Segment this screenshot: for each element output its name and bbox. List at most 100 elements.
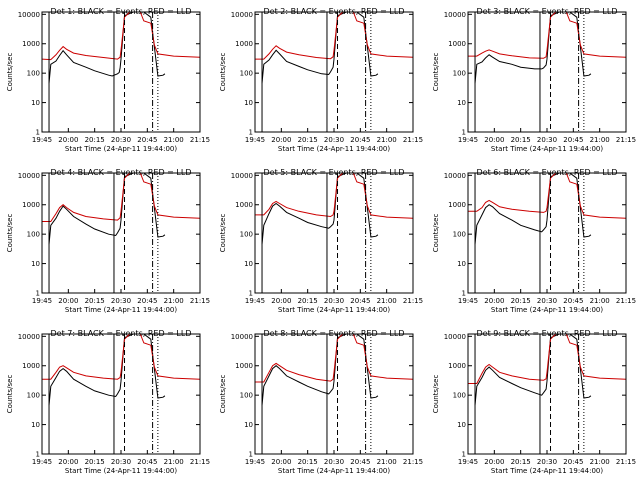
x-tick-label: 21:15 <box>190 136 210 144</box>
x-tick-label: 21:15 <box>190 458 210 466</box>
y-tick-label: 10000 <box>231 11 253 19</box>
x-tick-label: 20:30 <box>537 458 557 466</box>
x-axis-label: Start Time (24-Apr-11 19:44:00) <box>491 306 603 314</box>
y-axis-label: Counts/sec <box>219 375 227 414</box>
x-tick-label: 20:00 <box>58 458 78 466</box>
x-tick-label: 20:15 <box>511 136 531 144</box>
x-tick-label: 21:00 <box>377 297 397 305</box>
lld-series-line <box>468 11 627 59</box>
x-tick-label: 21:00 <box>590 136 610 144</box>
x-tick-label: 19:45 <box>245 136 265 144</box>
y-tick-label: 100 <box>27 70 40 78</box>
lld-series-line <box>42 333 201 380</box>
y-tick-label: 10000 <box>444 11 466 19</box>
y-tick-label: 10 <box>244 260 253 268</box>
y-tick-label: 10000 <box>18 11 40 19</box>
detector-panel-7: Det 7: BLACK = Events, RED = LLD11010010… <box>6 329 210 475</box>
x-tick-label: 20:15 <box>298 297 318 305</box>
x-tick-label: 21:15 <box>403 136 423 144</box>
x-tick-label: 20:45 <box>350 458 370 466</box>
y-tick-label: 10 <box>457 421 466 429</box>
x-axis-label: Start Time (24-Apr-11 19:44:00) <box>278 145 390 153</box>
x-tick-label: 20:30 <box>537 297 557 305</box>
y-tick-label: 1 <box>462 451 466 459</box>
y-tick-label: 10000 <box>231 333 253 341</box>
x-tick-label: 20:00 <box>484 458 504 466</box>
x-tick-label: 20:45 <box>137 136 157 144</box>
x-tick-label: 21:00 <box>377 458 397 466</box>
events-series-line <box>474 11 592 84</box>
x-tick-label: 20:30 <box>537 136 557 144</box>
events-series-line <box>48 11 166 84</box>
x-tick-label: 20:45 <box>350 297 370 305</box>
x-tick-label: 20:15 <box>298 458 318 466</box>
plot-frame <box>467 333 627 455</box>
lld-series-line <box>255 333 414 383</box>
x-tick-label: 21:00 <box>590 458 610 466</box>
y-axis-label: Counts/sec <box>432 214 440 253</box>
x-tick-label: 21:15 <box>403 297 423 305</box>
x-tick-label: 20:00 <box>271 297 291 305</box>
y-axis-label: Counts/sec <box>6 375 14 414</box>
x-axis-label: Start Time (24-Apr-11 19:44:00) <box>278 467 390 475</box>
x-tick-label: 20:45 <box>563 458 583 466</box>
x-tick-label: 21:15 <box>616 458 636 466</box>
lld-series-line <box>468 333 627 384</box>
x-tick-label: 19:45 <box>245 297 265 305</box>
y-tick-label: 10000 <box>18 333 40 341</box>
x-tick-label: 20:45 <box>350 136 370 144</box>
y-tick-label: 1 <box>249 451 253 459</box>
y-tick-label: 1000 <box>448 40 466 48</box>
lld-series-line <box>42 172 201 222</box>
x-tick-label: 20:00 <box>484 136 504 144</box>
y-axis-label: Counts/sec <box>432 375 440 414</box>
y-tick-label: 10000 <box>444 333 466 341</box>
x-tick-label: 21:15 <box>616 297 636 305</box>
y-tick-label: 10000 <box>18 172 40 180</box>
x-tick-label: 21:15 <box>190 297 210 305</box>
detector-panel-5: Det 5: BLACK = Events, RED = LLD11010010… <box>219 168 423 314</box>
x-tick-label: 20:00 <box>58 136 78 144</box>
plot-frame <box>41 333 201 455</box>
events-series-line <box>261 11 379 84</box>
x-tick-label: 20:00 <box>271 136 291 144</box>
y-tick-label: 100 <box>240 70 253 78</box>
x-tick-label: 19:45 <box>32 136 52 144</box>
x-axis-label: Start Time (24-Apr-11 19:44:00) <box>491 467 603 475</box>
plot-frame <box>254 11 414 133</box>
detector-panel-6: Det 6: BLACK = Events, RED = LLD11010010… <box>432 168 636 314</box>
y-tick-label: 10 <box>31 99 40 107</box>
x-tick-label: 20:30 <box>324 136 344 144</box>
lld-series-line <box>255 172 414 219</box>
x-tick-label: 20:45 <box>137 297 157 305</box>
detector-panel-4: Det 4: BLACK = Events, RED = LLD11010010… <box>6 168 210 314</box>
detector-panel-2: Det 2: BLACK = Events, RED = LLD11010010… <box>219 7 423 153</box>
events-series-line <box>48 172 166 245</box>
y-axis-label: Counts/sec <box>219 53 227 92</box>
y-axis-label: Counts/sec <box>6 53 14 92</box>
plot-frame <box>254 333 414 455</box>
y-tick-label: 10 <box>244 99 253 107</box>
x-tick-label: 20:00 <box>271 458 291 466</box>
x-axis-label: Start Time (24-Apr-11 19:44:00) <box>491 145 603 153</box>
y-tick-label: 1000 <box>22 40 40 48</box>
x-tick-label: 20:30 <box>111 136 131 144</box>
x-tick-label: 20:45 <box>563 136 583 144</box>
x-tick-label: 20:15 <box>511 297 531 305</box>
y-axis-label: Counts/sec <box>6 214 14 253</box>
detector-panel-8: Det 8: BLACK = Events, RED = LLD11010010… <box>219 329 423 475</box>
x-tick-label: 20:30 <box>324 458 344 466</box>
events-series-line <box>261 333 379 406</box>
y-tick-label: 1000 <box>22 362 40 370</box>
y-tick-label: 1000 <box>448 362 466 370</box>
events-series-line <box>48 333 166 406</box>
y-tick-label: 1000 <box>235 40 253 48</box>
y-tick-label: 1 <box>462 290 466 298</box>
x-tick-label: 21:00 <box>164 297 184 305</box>
y-tick-label: 10000 <box>444 172 466 180</box>
y-tick-label: 10 <box>244 421 253 429</box>
y-tick-label: 1 <box>249 290 253 298</box>
y-tick-label: 10000 <box>231 172 253 180</box>
y-tick-label: 100 <box>27 231 40 239</box>
